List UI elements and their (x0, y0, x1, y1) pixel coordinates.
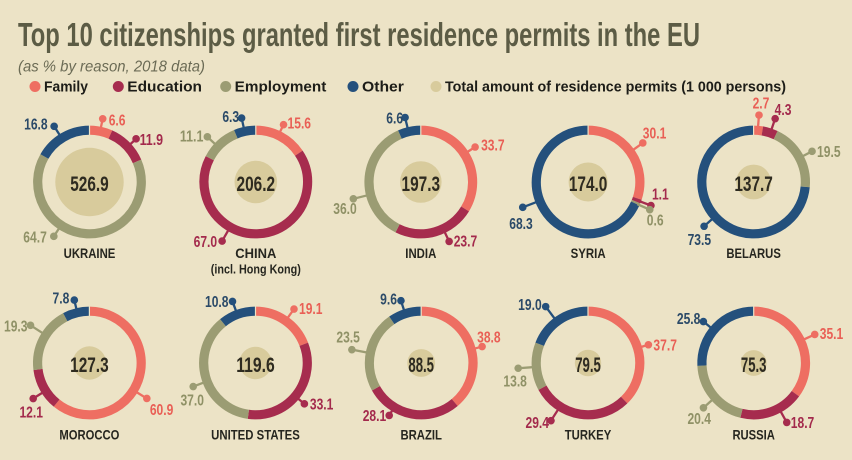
svg-text:13.8: 13.8 (503, 374, 527, 391)
svg-text:18.7: 18.7 (791, 415, 815, 432)
svg-text:29.4: 29.4 (525, 415, 549, 432)
svg-text:16.8: 16.8 (24, 117, 48, 134)
svg-text:Total amount of residence perm: Total amount of residence permits (1 000… (445, 79, 786, 96)
svg-text:UKRAINE: UKRAINE (64, 245, 116, 261)
svg-text:CHINA: CHINA (235, 245, 276, 261)
svg-text:33.7: 33.7 (481, 137, 505, 154)
svg-text:68.3: 68.3 (509, 216, 533, 233)
svg-text:75.3: 75.3 (741, 354, 767, 377)
svg-text:MOROCCO: MOROCCO (59, 427, 119, 443)
svg-text:9.6: 9.6 (380, 291, 397, 308)
svg-text:33.1: 33.1 (310, 396, 334, 413)
svg-text:37.7: 37.7 (653, 337, 677, 354)
svg-text:6.6: 6.6 (386, 110, 403, 127)
svg-text:10.8: 10.8 (205, 294, 229, 311)
svg-text:11.1: 11.1 (180, 128, 204, 145)
svg-text:64.7: 64.7 (23, 229, 47, 246)
svg-text:6.3: 6.3 (222, 109, 239, 126)
svg-text:19.5: 19.5 (817, 144, 841, 161)
svg-text:127.3: 127.3 (70, 354, 109, 377)
svg-text:79.5: 79.5 (575, 354, 601, 377)
svg-text:25.8: 25.8 (677, 311, 701, 328)
svg-text:SYRIA: SYRIA (571, 245, 606, 261)
svg-text:INDIA: INDIA (405, 245, 436, 261)
svg-text:1.1: 1.1 (652, 187, 669, 204)
svg-text:88.5: 88.5 (408, 354, 434, 377)
svg-text:(incl. Hong Kong): (incl. Hong Kong) (211, 262, 301, 277)
svg-text:35.1: 35.1 (820, 326, 844, 343)
svg-text:15.6: 15.6 (288, 115, 312, 132)
svg-text:Education: Education (127, 79, 202, 96)
svg-text:12.1: 12.1 (19, 405, 43, 422)
svg-text:6.6: 6.6 (109, 112, 126, 129)
svg-text:TURKEY: TURKEY (565, 427, 612, 443)
svg-text:7.8: 7.8 (53, 290, 70, 307)
svg-text:19.1: 19.1 (299, 301, 323, 318)
svg-text:28.1: 28.1 (363, 408, 387, 425)
svg-text:206.2: 206.2 (237, 173, 276, 196)
svg-text:RUSSIA: RUSSIA (732, 427, 775, 443)
svg-text:0.6: 0.6 (647, 212, 664, 229)
svg-text:197.3: 197.3 (402, 173, 441, 196)
svg-text:60.9: 60.9 (150, 402, 174, 419)
svg-text:119.6: 119.6 (236, 354, 275, 377)
svg-text:(as % by reason, 2018 data): (as % by reason, 2018 data) (18, 59, 205, 76)
svg-text:19.0: 19.0 (518, 297, 542, 314)
svg-text:23.7: 23.7 (454, 234, 478, 251)
svg-text:11.9: 11.9 (140, 132, 164, 149)
svg-text:67.0: 67.0 (194, 234, 218, 251)
svg-text:37.0: 37.0 (180, 393, 204, 410)
svg-text:174.0: 174.0 (569, 173, 608, 196)
svg-text:137.7: 137.7 (734, 173, 773, 196)
svg-text:2.7: 2.7 (753, 96, 770, 113)
svg-text:73.5: 73.5 (688, 232, 712, 249)
svg-text:Top 10 citizenships granted fi: Top 10 citizenships granted first reside… (18, 16, 700, 53)
svg-text:36.0: 36.0 (333, 201, 357, 218)
svg-text:38.8: 38.8 (477, 330, 501, 347)
svg-text:BELARUS: BELARUS (726, 245, 781, 261)
svg-text:19.3: 19.3 (4, 319, 28, 336)
svg-text:Family: Family (44, 79, 89, 96)
svg-text:BRAZIL: BRAZIL (400, 427, 442, 443)
svg-text:UNITED STATES: UNITED STATES (211, 427, 300, 443)
svg-text:30.1: 30.1 (643, 126, 667, 143)
svg-text:4.3: 4.3 (775, 102, 792, 119)
svg-text:23.5: 23.5 (336, 330, 360, 347)
svg-text:Employment: Employment (235, 79, 327, 96)
svg-text:20.4: 20.4 (687, 411, 711, 428)
svg-text:Other: Other (362, 79, 404, 96)
svg-text:526.9: 526.9 (70, 173, 109, 196)
